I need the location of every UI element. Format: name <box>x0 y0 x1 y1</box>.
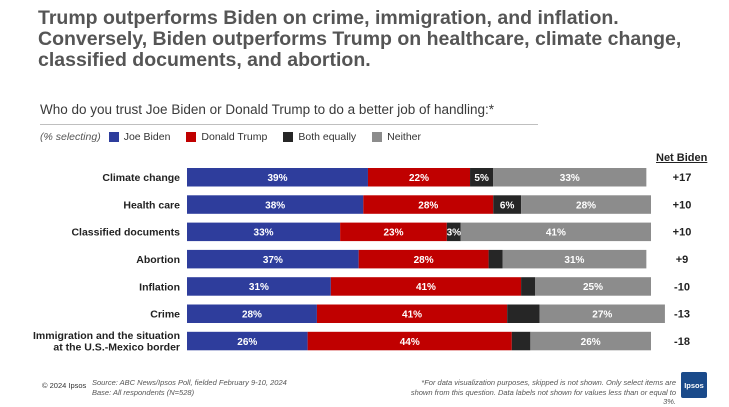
data-label: 28% <box>242 309 262 320</box>
subtitle-divider <box>40 124 538 125</box>
data-label: 38% <box>265 200 285 211</box>
category-label: Inflation <box>139 281 180 293</box>
legend-swatch-biden <box>108 132 119 142</box>
bar-segment-biden <box>187 331 308 351</box>
data-label: 41% <box>402 309 422 320</box>
legend-item-biden: Joe Biden <box>108 131 171 143</box>
bar-segment-biden <box>187 277 331 296</box>
bar-segment-biden <box>187 195 364 214</box>
source-note: Source: ABC News/Ipsos Poll, fielded Feb… <box>92 378 287 397</box>
data-label: 41% <box>546 228 566 239</box>
data-label: 27% <box>592 309 612 320</box>
legend-label-biden: Joe Biden <box>123 131 171 143</box>
data-label: 44% <box>400 337 420 348</box>
bar-segment-biden <box>187 168 368 187</box>
bar-segment-biden <box>187 304 317 323</box>
bar-segment-both <box>521 277 535 296</box>
data-label: 31% <box>249 282 269 293</box>
bar-segment-trump <box>330 277 522 296</box>
net-biden-value: +17 <box>673 172 692 184</box>
chart-question: Who do you trust Joe Biden or Donald Tru… <box>40 102 495 117</box>
net-biden-header: Net Biden <box>656 152 708 164</box>
category-label: Immigration and the situation at the U.S.… <box>33 330 180 354</box>
net-biden-value: +10 <box>673 199 692 211</box>
legend-label-neither: Neither <box>387 131 422 143</box>
visualization-note: *For data visualization purposes, skippe… <box>410 378 676 406</box>
data-label: 28% <box>414 255 434 266</box>
data-label: 33% <box>560 173 580 184</box>
bar-segment-trump <box>367 168 471 187</box>
net-biden-value: +10 <box>673 227 692 239</box>
bar-segment-both <box>446 222 461 242</box>
legend-item-both: Both equally <box>283 131 356 143</box>
data-label: 37% <box>263 255 283 266</box>
category-label: Climate change <box>102 172 180 184</box>
legend: (% selecting) Joe Biden Donald Trump Bot… <box>40 129 437 145</box>
bar-segment-trump <box>358 249 489 269</box>
bar-segment-both <box>511 331 531 351</box>
net-biden-value: +9 <box>676 254 689 266</box>
source-line: Source: ABC News/Ipsos Poll, fielded Feb… <box>92 378 287 387</box>
bar-segment-biden <box>187 222 341 242</box>
net-biden-value: -13 <box>674 309 690 321</box>
data-label: 26% <box>237 337 257 348</box>
legend-swatch-both <box>283 132 294 142</box>
data-label: 39% <box>267 173 287 184</box>
legend-item-neither: Neither <box>372 131 421 143</box>
headline: Trump outperforms Biden on crime, immigr… <box>38 7 682 71</box>
legend-item-trump: Donald Trump <box>186 131 267 143</box>
bar-segment-neither <box>502 249 647 269</box>
data-label: 3% <box>447 228 462 239</box>
category-label: Abortion <box>136 254 180 266</box>
data-label: 33% <box>254 228 274 239</box>
legend-swatch-neither <box>372 132 383 142</box>
data-label: 31% <box>564 255 584 266</box>
category-label: Classified documents <box>71 227 180 239</box>
bar-segment-both <box>507 304 540 323</box>
net-biden-value: -18 <box>674 336 690 348</box>
bar-segment-neither <box>539 304 665 323</box>
data-label: 25% <box>583 282 603 293</box>
bar-segment-neither <box>530 331 651 351</box>
data-label: 41% <box>416 282 436 293</box>
bar-segment-biden <box>187 249 359 269</box>
data-label: 22% <box>409 173 429 184</box>
bar-segment-both <box>470 168 494 187</box>
bar-segment-both <box>488 249 503 269</box>
legend-prefix: (% selecting) <box>40 131 101 143</box>
net-biden-value: -10 <box>674 281 690 293</box>
base-line: Base: All respondents (N=528) <box>92 387 195 397</box>
data-label: 28% <box>576 200 596 211</box>
data-label: 28% <box>418 200 438 211</box>
category-label: Health care <box>123 199 180 211</box>
bar-segment-trump <box>307 331 512 351</box>
bar-segment-neither <box>493 168 647 187</box>
bar-segment-trump <box>316 304 508 323</box>
data-label: 23% <box>383 228 403 239</box>
legend-swatch-trump <box>186 132 197 142</box>
bar-segment-both <box>493 195 522 214</box>
bar-segment-neither <box>460 222 651 242</box>
data-label: 6% <box>500 200 515 211</box>
copyright: © 2024 Ipsos <box>42 381 87 390</box>
bar-segment-neither <box>521 195 651 214</box>
bar-segment-trump <box>363 195 494 214</box>
bar-segment-trump <box>340 222 447 242</box>
ipsos-logo: Ipsos <box>681 372 707 398</box>
legend-label-both: Both equally <box>298 131 357 143</box>
category-label: Crime <box>150 309 180 321</box>
bar-segment-neither <box>535 277 651 296</box>
data-label: 26% <box>581 337 601 348</box>
data-label: 5% <box>474 173 489 184</box>
legend-label-trump: Donald Trump <box>201 131 268 143</box>
